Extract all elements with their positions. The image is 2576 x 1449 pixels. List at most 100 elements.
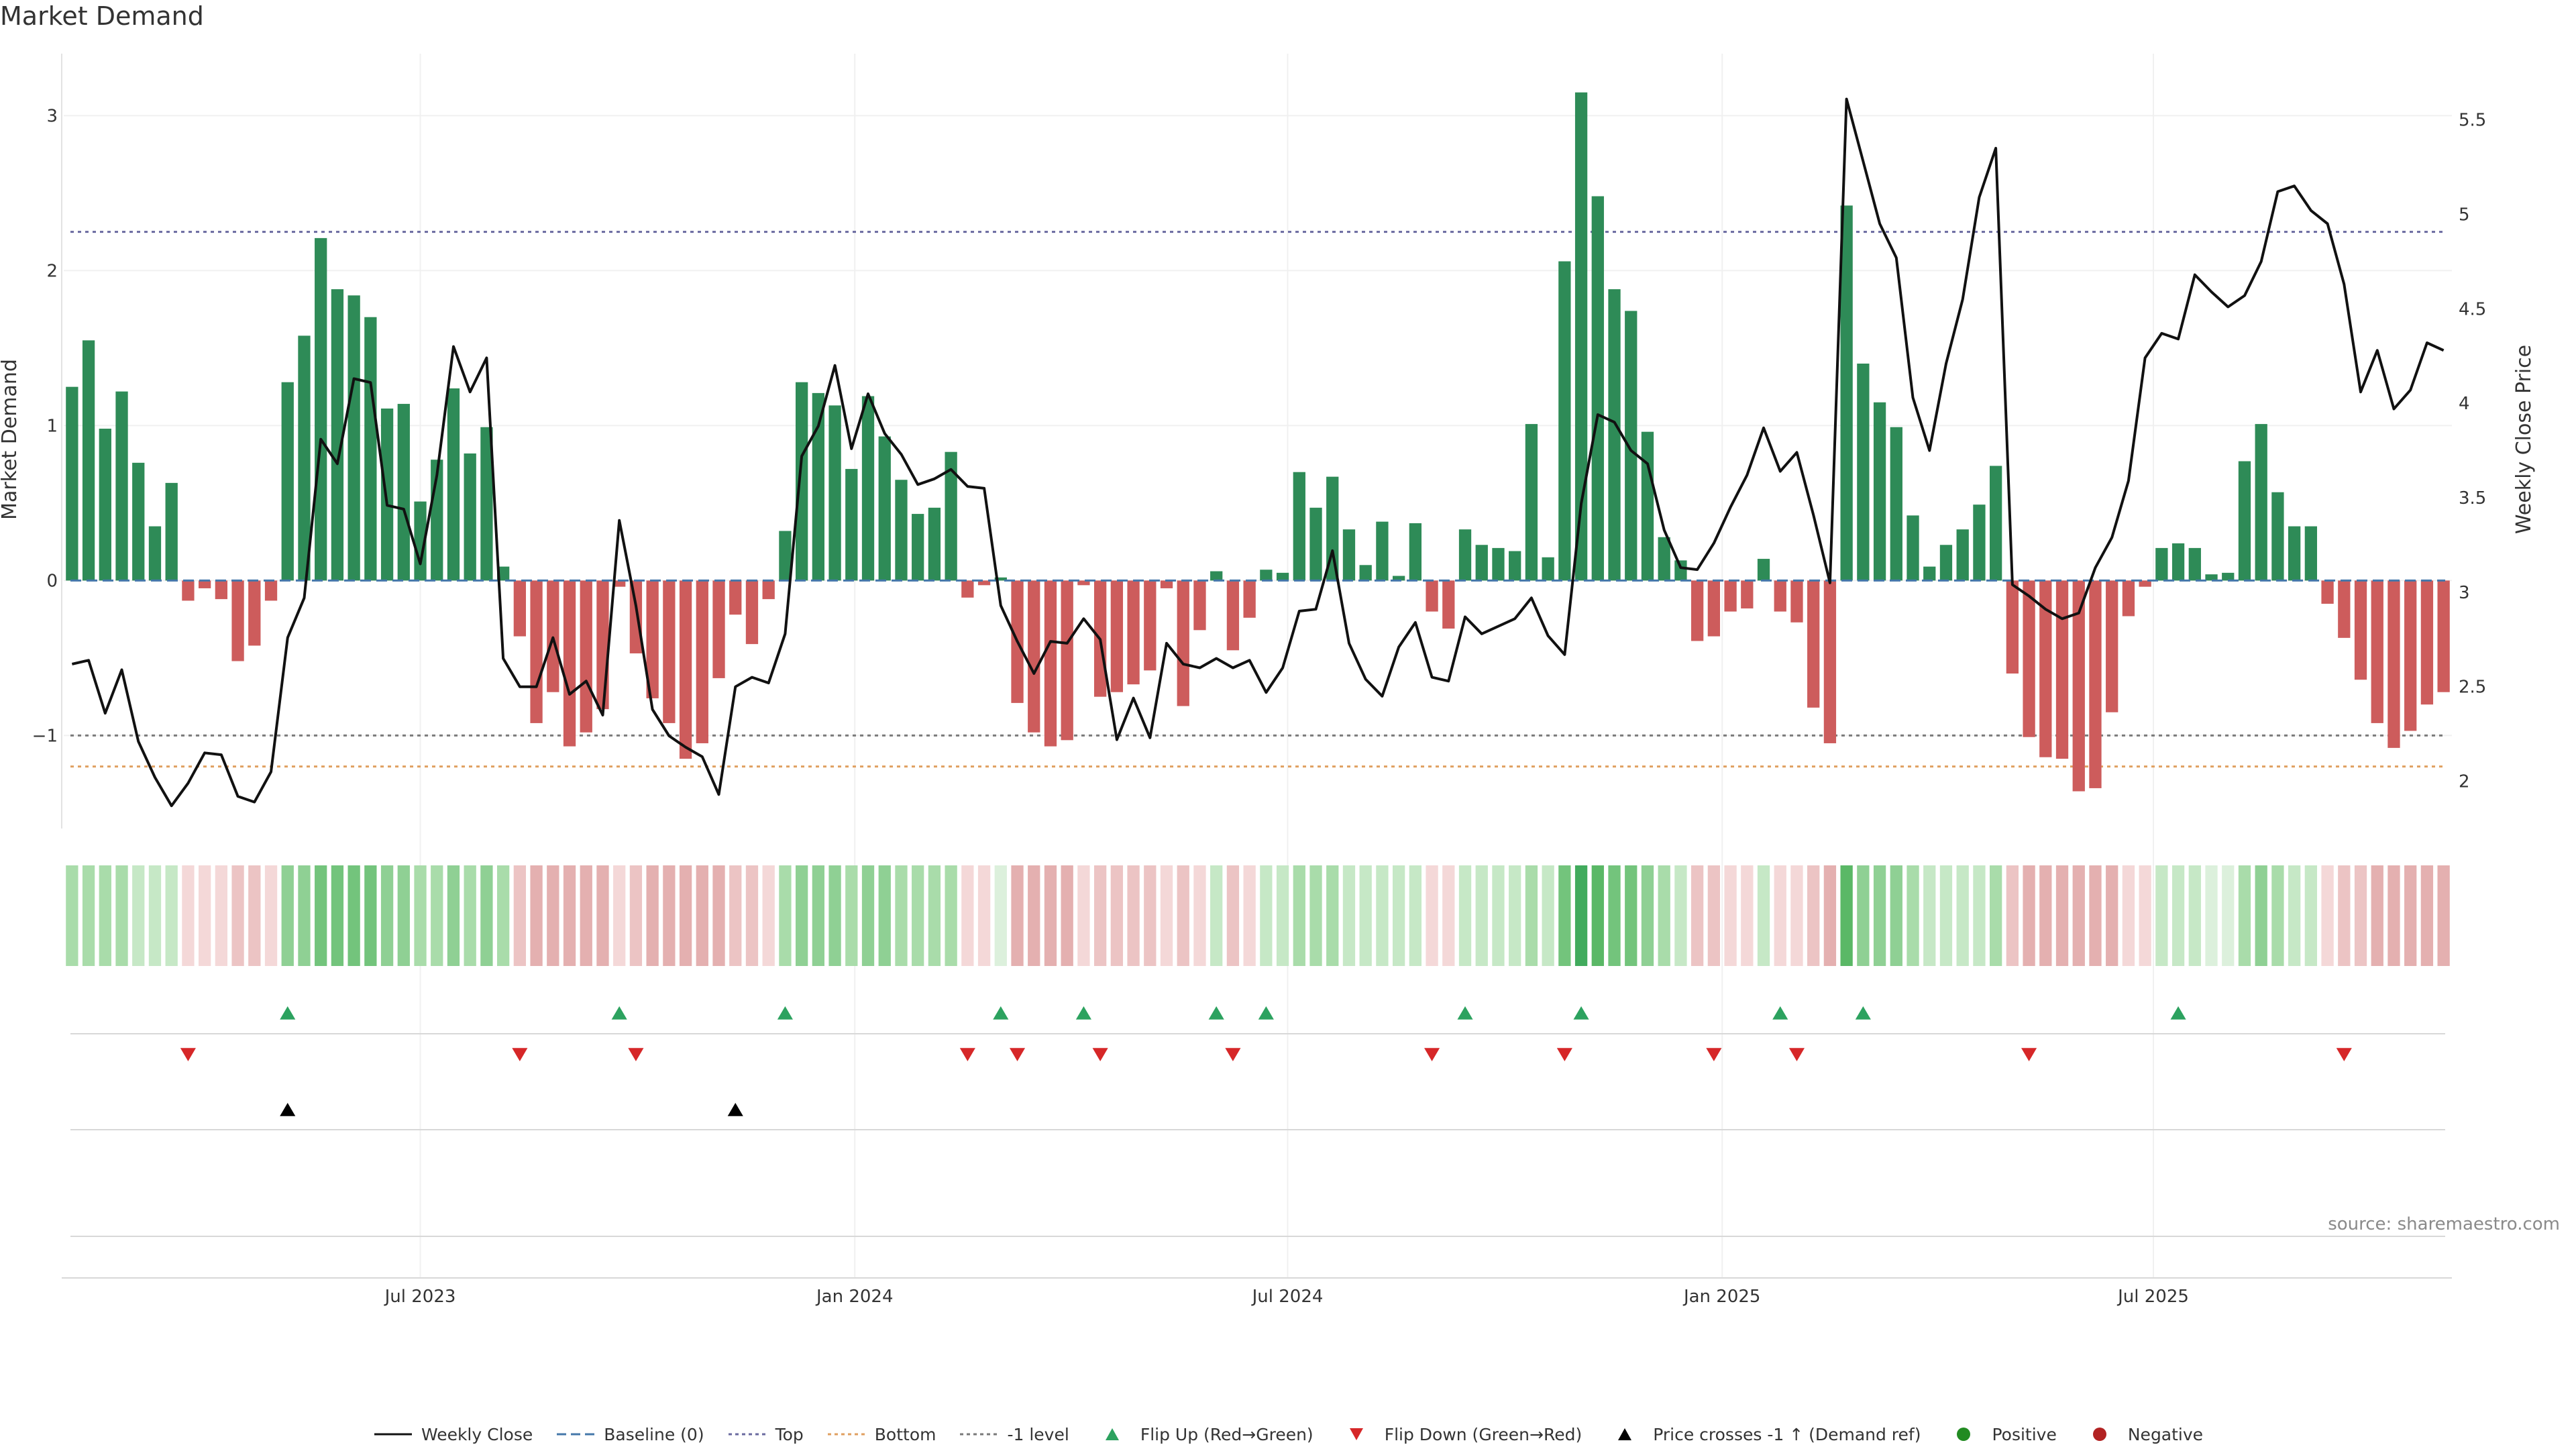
legend-label: Weekly Close	[421, 1424, 533, 1444]
heat-band-cell	[1707, 865, 1721, 966]
demand-bar	[1823, 580, 1837, 743]
demand-bar	[2321, 580, 2334, 604]
demand-bar	[1061, 580, 1073, 741]
heat-band-cell	[1392, 865, 1405, 966]
demand-bar	[878, 436, 891, 581]
heat-band-cell	[1873, 865, 1886, 966]
demand-bar	[1260, 570, 1273, 581]
heat-band-cell	[1690, 865, 1704, 966]
flip-up-marker	[1772, 1006, 1788, 1020]
heat-band-cell	[994, 865, 1007, 966]
demand-bar	[1790, 580, 1803, 623]
heat-band-cell	[2222, 865, 2235, 966]
demand-bar	[1193, 580, 1206, 631]
legend-swatch	[1105, 1428, 1119, 1440]
legend-item: -1 level	[959, 1425, 1069, 1444]
heat-band-cell	[397, 865, 410, 966]
heat-band-cell	[1674, 865, 1687, 966]
y-right-tick-label: 4.5	[2459, 299, 2486, 319]
heat-band-cell	[447, 865, 460, 966]
heat-band-cell	[1028, 865, 1040, 966]
heat-band-cell	[2404, 865, 2417, 966]
heat-band-cell	[2304, 865, 2318, 966]
heat-band-cell	[762, 865, 775, 966]
demand-bar	[1807, 580, 1820, 708]
demand-bar	[1907, 515, 1919, 581]
demand-bar	[2039, 580, 2052, 757]
heat-band-cell	[2255, 865, 2267, 966]
legend-swatch	[1618, 1428, 1632, 1440]
legend-item: Price crosses -1 ↑ (Demand ref)	[1605, 1425, 1921, 1444]
heat-band-cell	[2089, 865, 2102, 966]
heat-band-cell	[629, 865, 643, 966]
demand-bar	[2155, 547, 2168, 581]
heat-band-cell	[1591, 865, 1604, 966]
y-right-tick-label: 5	[2459, 205, 2470, 225]
demand-bar	[928, 507, 941, 581]
demand-bar	[779, 531, 792, 581]
demand-bar	[347, 295, 360, 581]
demand-bar	[2255, 424, 2267, 581]
heat-band-cell	[977, 865, 991, 966]
heat-band-cell	[1973, 865, 1986, 966]
heat-band-cell	[779, 865, 792, 966]
legend-swatch	[1957, 1428, 1971, 1441]
demand-bar	[1873, 402, 1886, 581]
heat-band-cell	[99, 865, 111, 966]
heat-band-cell	[663, 865, 676, 966]
heat-band-cell	[1243, 865, 1256, 966]
demand-bar	[331, 289, 344, 581]
heat-band-cell	[364, 865, 377, 966]
heat-band-cell	[1359, 865, 1372, 966]
heat-band-cell	[331, 865, 344, 966]
heat-band-cell	[2006, 865, 2019, 966]
legend-item: Positive	[1943, 1424, 2057, 1444]
heat-band-cell	[912, 865, 924, 966]
demand-bar	[1293, 472, 1305, 581]
demand-bar	[1741, 580, 1754, 608]
demand-bar	[1625, 311, 1638, 581]
demand-bar	[895, 480, 908, 581]
flip-down-marker	[2336, 1048, 2352, 1061]
demand-bar	[2238, 461, 2251, 581]
heat-band-cell	[248, 865, 261, 966]
demand-bar	[2122, 580, 2135, 616]
legend: Weekly Close Baseline (0) Top Bottom -1 leve…	[0, 1421, 2576, 1448]
heat-band-cell	[1807, 865, 1820, 966]
heat-band-cell	[1658, 865, 1670, 966]
heat-band-cell	[1276, 865, 1289, 966]
y-left-tick-label: 3	[46, 106, 58, 126]
demand-bar	[745, 580, 759, 645]
heat-band-cell	[414, 865, 427, 966]
heat-band-cell	[530, 865, 543, 966]
heat-band-cell	[895, 865, 908, 966]
demand-bar	[1376, 521, 1389, 581]
heat-band-cell	[745, 865, 759, 966]
demand-bar	[513, 580, 527, 637]
heat-band-cell	[1110, 865, 1124, 966]
flip-up-marker	[1855, 1006, 1871, 1020]
demand-bar	[115, 391, 128, 581]
heat-band-cell	[1525, 865, 1538, 966]
heat-band-cell	[1625, 865, 1638, 966]
demand-bar	[248, 580, 261, 646]
heat-band-cell	[464, 865, 476, 966]
heat-band-cell	[547, 865, 559, 966]
heat-band-cell	[1293, 865, 1305, 966]
demand-bar	[2338, 580, 2351, 638]
heat-band-cell	[2188, 865, 2201, 966]
heat-band-cell	[66, 865, 78, 966]
legend-swatch	[728, 1433, 766, 1436]
heat-band-cell	[1177, 865, 1189, 966]
demand-bar	[1956, 529, 1969, 581]
heat-band-cell	[1608, 865, 1621, 966]
legend-item: Bottom	[826, 1425, 936, 1444]
legend-label: Price crosses -1 ↑ (Demand ref)	[1653, 1424, 1921, 1444]
heat-band-cell	[2371, 865, 2383, 966]
legend-label: Positive	[1992, 1424, 2057, 1444]
heat-band-cell	[1409, 865, 1422, 966]
demand-bar	[1342, 529, 1356, 581]
legend-item: Weekly Close	[373, 1425, 533, 1444]
heat-band-cell	[1923, 865, 1936, 966]
